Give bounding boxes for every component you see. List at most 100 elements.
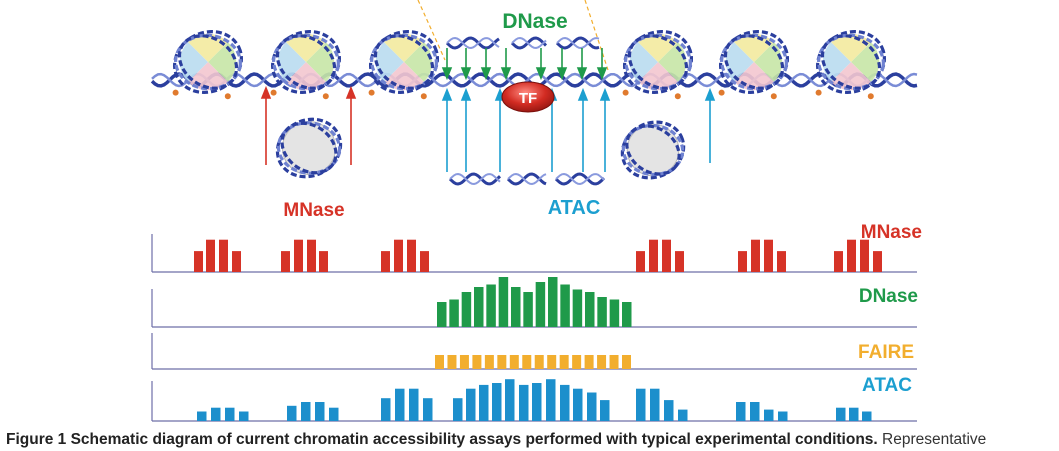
faire-bars bbox=[435, 355, 631, 369]
mnase-bar bbox=[847, 239, 856, 272]
mnase-bar bbox=[777, 251, 786, 272]
dna-fragment bbox=[510, 36, 548, 50]
mnase-bar bbox=[232, 251, 241, 272]
atac-bar bbox=[600, 400, 610, 421]
dnase-bar bbox=[523, 292, 533, 327]
dna-fragments-dnase bbox=[445, 36, 600, 50]
atac-bar bbox=[750, 402, 760, 421]
dnase-bar bbox=[622, 302, 632, 327]
atac-bar bbox=[778, 411, 788, 421]
nucleosome bbox=[172, 29, 244, 100]
faire-bar bbox=[497, 355, 507, 369]
signal-tracks: MNase DNase FAIRE ATAC bbox=[151, 222, 922, 422]
atac-bar bbox=[225, 407, 235, 421]
dashed-guide-line-right bbox=[584, 0, 609, 71]
dnase-bar bbox=[437, 302, 447, 327]
mnase-bar bbox=[834, 251, 843, 272]
mnase-bar bbox=[764, 239, 773, 272]
atac-bar bbox=[678, 409, 688, 421]
dna-fragment bbox=[555, 36, 600, 50]
faire-bar bbox=[447, 355, 457, 369]
mnase-cut-arrows bbox=[260, 85, 357, 165]
tf-protein: TF bbox=[501, 81, 555, 113]
chromatin-diagram: TF DNase MNase ATAC bbox=[150, 0, 918, 221]
mnase-bar bbox=[294, 239, 303, 272]
dnase-bars bbox=[437, 277, 632, 327]
nucleosomes bbox=[172, 29, 887, 180]
faire-bar bbox=[547, 355, 557, 369]
dnase-bar bbox=[449, 299, 459, 327]
caption-bold: Figure 1 Schematic diagram of current ch… bbox=[6, 431, 878, 448]
atac-bar bbox=[466, 388, 476, 421]
dna-fragments-atac bbox=[448, 172, 606, 186]
dnase-bar bbox=[597, 297, 607, 327]
atac-bar bbox=[587, 392, 597, 421]
atac-bar bbox=[664, 400, 674, 421]
atac-bar bbox=[573, 388, 583, 421]
mnase-bar bbox=[636, 251, 645, 272]
atac-bar bbox=[636, 388, 646, 421]
tf-label: TF bbox=[519, 90, 537, 107]
dnase-bar bbox=[474, 287, 484, 327]
mnase-bar bbox=[860, 239, 869, 272]
dna-fragment bbox=[445, 36, 500, 50]
atac-bar bbox=[862, 411, 872, 421]
faire-bar bbox=[597, 355, 607, 369]
faire-bar bbox=[472, 355, 482, 369]
mnase-bar bbox=[319, 251, 328, 272]
mnase-bar bbox=[407, 239, 416, 272]
atac-bar bbox=[849, 407, 859, 421]
faire-bar bbox=[609, 355, 619, 369]
atac-bar bbox=[239, 411, 249, 421]
caption-rest: Representative bbox=[877, 431, 987, 448]
mnase-bar bbox=[420, 251, 429, 272]
mnase-bar bbox=[738, 251, 747, 272]
mnase-bars bbox=[194, 239, 882, 272]
atac-bar bbox=[423, 398, 433, 421]
dnase-bar bbox=[461, 292, 472, 327]
dnase-bar bbox=[486, 284, 496, 327]
dnase-cut-arrows bbox=[441, 48, 608, 81]
atac-bar bbox=[315, 402, 325, 421]
atac-bar bbox=[453, 398, 463, 421]
dnase-bar bbox=[585, 292, 595, 327]
atac-bar bbox=[736, 402, 746, 421]
faire-bar bbox=[572, 355, 582, 369]
atac-bar bbox=[764, 409, 774, 421]
mnase-label: MNase bbox=[283, 200, 344, 221]
track-dnase: DNase bbox=[151, 277, 918, 328]
track-label-faire: FAIRE bbox=[858, 342, 914, 363]
atac-bar bbox=[492, 383, 502, 421]
track-label-mnase: MNase bbox=[861, 222, 922, 243]
atac-bar bbox=[505, 379, 515, 421]
faire-bar bbox=[584, 355, 594, 369]
dnase-bar bbox=[498, 277, 509, 327]
figure-caption: Figure 1 Schematic diagram of current ch… bbox=[6, 429, 1056, 451]
dna-fragment bbox=[554, 172, 606, 186]
atac-bar bbox=[519, 384, 529, 421]
mnase-bar bbox=[873, 251, 882, 272]
atac-bar bbox=[211, 407, 221, 421]
dnase-label: DNase bbox=[502, 10, 567, 33]
mnase-bar bbox=[194, 251, 203, 272]
nucleosome bbox=[815, 29, 887, 100]
mnase-bar bbox=[751, 239, 760, 272]
atac-bar bbox=[329, 407, 339, 421]
mnase-bar bbox=[381, 251, 390, 272]
faire-bar bbox=[559, 355, 569, 369]
faire-bar bbox=[534, 355, 544, 369]
evicted-nucleosome bbox=[275, 117, 343, 179]
track-atac: ATAC bbox=[151, 375, 917, 422]
track-label-atac: ATAC bbox=[862, 375, 912, 396]
mnase-bar bbox=[219, 239, 228, 272]
atac-bar bbox=[287, 405, 297, 421]
dna-fragment bbox=[448, 172, 502, 186]
mnase-bar bbox=[206, 239, 215, 272]
faire-bar bbox=[622, 355, 631, 369]
evicted-nucleosome bbox=[620, 120, 686, 180]
mnase-bar bbox=[281, 251, 290, 272]
nucleosome bbox=[368, 29, 440, 100]
atac-bar bbox=[560, 384, 570, 421]
dnase-bar bbox=[609, 299, 620, 327]
